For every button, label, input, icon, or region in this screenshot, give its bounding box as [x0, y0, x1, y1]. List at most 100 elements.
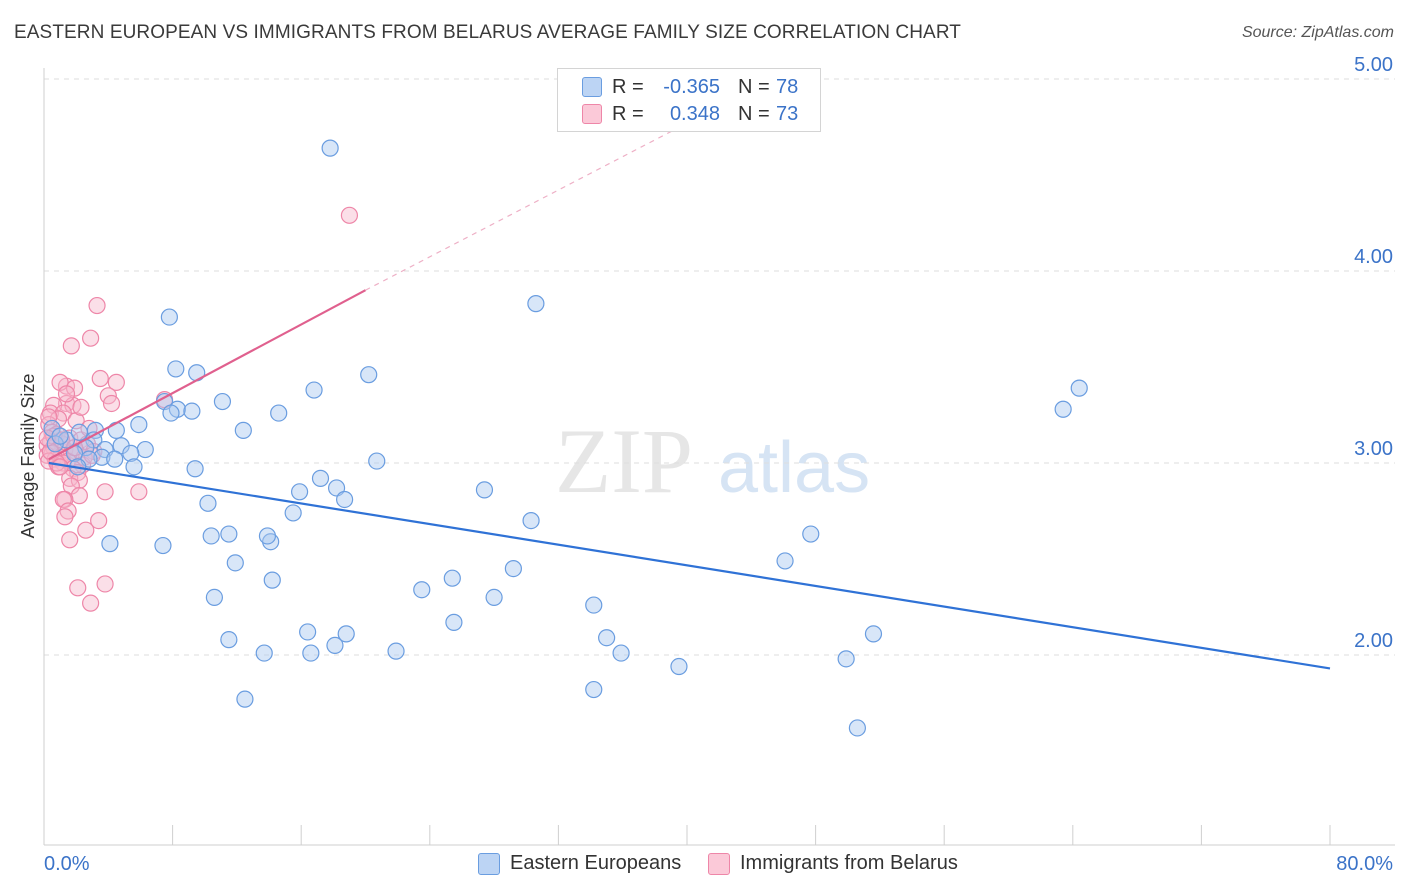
- bottom-legend-belarus: Immigrants from Belarus: [708, 852, 958, 875]
- point-eastern-european: [70, 423, 88, 441]
- point-eastern-european: [321, 139, 339, 157]
- point-eastern-european: [368, 452, 386, 470]
- point-eastern-european: [255, 644, 273, 662]
- legend-n-label: N =: [738, 75, 770, 98]
- point-eastern-european: [93, 448, 111, 466]
- trendline-belarus: [48, 289, 367, 461]
- point-eastern-european: [527, 295, 545, 313]
- point-eastern-european: [125, 458, 143, 476]
- point-eastern-european: [220, 525, 238, 543]
- point-eastern-european: [162, 404, 180, 422]
- point-belarus: [61, 531, 79, 549]
- point-eastern-european: [199, 494, 217, 512]
- point-eastern-european: [107, 421, 125, 439]
- trendline-eastern-europeans: [48, 461, 1331, 670]
- point-eastern-european: [1070, 379, 1088, 397]
- point-belarus: [96, 483, 114, 501]
- point-eastern-european: [258, 527, 277, 545]
- point-belarus: [56, 508, 74, 526]
- y-tick-label: 2.00: [1354, 630, 1393, 652]
- axes: 2.00 3.00 4.00 5.00 0.0% 80.0%: [43, 54, 1395, 875]
- bottom-legend-swatch-blue: [478, 852, 500, 875]
- y-tick-label: 4.00: [1354, 246, 1393, 268]
- point-eastern-european: [360, 366, 378, 384]
- trend-lines: [48, 97, 1331, 670]
- y-tick-label: 5.00: [1354, 54, 1393, 76]
- point-belarus: [72, 398, 90, 416]
- point-eastern-european: [802, 525, 820, 543]
- point-eastern-european: [130, 416, 148, 434]
- point-eastern-european: [585, 680, 603, 699]
- legend-r-value: -0.365: [663, 75, 720, 98]
- point-eastern-european: [186, 460, 204, 478]
- point-eastern-european: [337, 625, 355, 643]
- point-eastern-european: [106, 450, 124, 468]
- point-eastern-european: [236, 690, 254, 708]
- watermark-atlas: atlas: [718, 428, 870, 508]
- legend-n-value: 78: [776, 75, 799, 98]
- point-eastern-european: [848, 719, 866, 737]
- point-eastern-european: [136, 440, 154, 459]
- point-eastern-european: [101, 535, 119, 553]
- y-tick-label: 3.00: [1354, 438, 1393, 460]
- point-eastern-european: [302, 644, 320, 662]
- point-eastern-european: [284, 504, 302, 522]
- legend-r-value: 0.348: [669, 102, 720, 125]
- point-eastern-european: [122, 444, 140, 462]
- point-eastern-european: [598, 629, 616, 647]
- point-eastern-european: [213, 392, 232, 411]
- x-tick-label: 0.0%: [44, 853, 90, 875]
- point-eastern-european: [522, 511, 540, 530]
- point-eastern-european: [205, 588, 223, 607]
- point-eastern-european: [311, 469, 330, 487]
- point-belarus: [88, 296, 106, 315]
- point-belarus: [91, 369, 109, 388]
- point-eastern-european: [290, 483, 309, 501]
- point-eastern-european: [220, 631, 238, 649]
- y-axis-label: Average Family Size: [18, 374, 38, 539]
- point-eastern-european: [670, 657, 688, 676]
- point-belarus: [70, 487, 88, 505]
- legend-row-eastern-europeans: R = -0.365 N = 78: [582, 74, 798, 100]
- point-belarus: [62, 337, 80, 355]
- point-eastern-european: [336, 490, 354, 509]
- point-eastern-european: [270, 404, 288, 422]
- point-eastern-european: [864, 625, 883, 643]
- point-belarus: [82, 329, 100, 347]
- point-eastern-european: [837, 650, 855, 668]
- point-eastern-european: [305, 381, 323, 399]
- point-eastern-european: [585, 596, 603, 614]
- point-eastern-european: [263, 571, 281, 589]
- correlation-legend: R = -0.365 N = 78 R = 0.348 N = 73: [557, 68, 821, 132]
- point-eastern-european: [612, 644, 630, 662]
- point-eastern-european: [475, 481, 494, 499]
- watermark: ZIP atlas: [555, 410, 870, 512]
- bottom-legend-label: Eastern Europeans: [510, 852, 682, 874]
- source-label: Source: ZipAtlas.com: [1241, 24, 1394, 41]
- point-eastern-european: [183, 402, 201, 420]
- bottom-legend-eastern-europeans: Eastern Europeans: [478, 852, 681, 875]
- point-eastern-european: [226, 554, 244, 572]
- point-eastern-european: [485, 588, 503, 607]
- point-belarus: [57, 385, 76, 403]
- point-eastern-european: [167, 360, 185, 378]
- bottom-legend-label: Immigrants from Belarus: [740, 852, 958, 874]
- point-belarus: [82, 594, 100, 612]
- point-belarus: [51, 458, 69, 476]
- grid-lines: [44, 78, 1395, 656]
- point-eastern-european: [1054, 400, 1072, 418]
- legend-r-label: R =: [612, 102, 644, 125]
- point-eastern-european: [51, 427, 69, 445]
- point-eastern-european: [160, 308, 178, 326]
- point-eastern-european: [504, 559, 522, 578]
- point-eastern-european: [443, 569, 461, 587]
- point-belarus: [130, 483, 148, 501]
- point-eastern-european: [413, 581, 431, 599]
- point-belarus: [102, 394, 121, 413]
- point-eastern-european: [299, 623, 317, 641]
- point-belarus: [90, 511, 108, 530]
- x-tick-label: 80.0%: [1336, 853, 1393, 875]
- point-eastern-european: [387, 642, 405, 660]
- legend-swatch-pink: [582, 104, 602, 124]
